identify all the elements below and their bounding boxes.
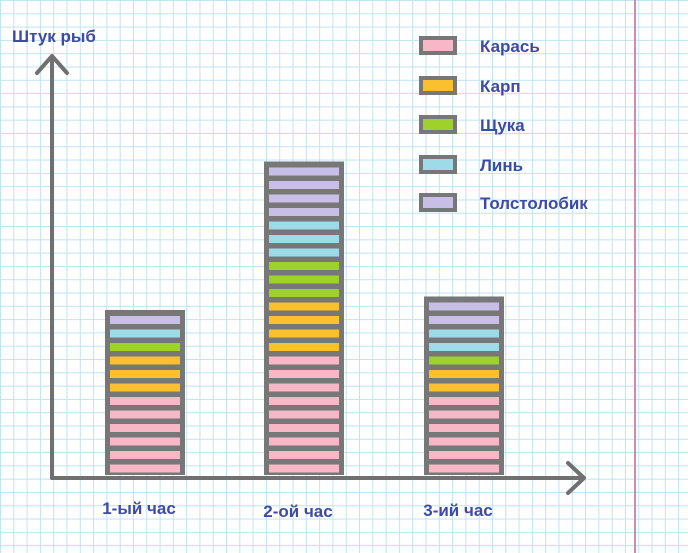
bar-segment-Щука [269, 262, 339, 270]
bar-segment-Карась [110, 424, 180, 432]
bar-segment-Линь [269, 235, 339, 243]
bar-segment-Щука [429, 356, 499, 365]
bar-segment-Карась [269, 437, 339, 446]
bar-segment-Щука [269, 289, 339, 297]
legend-label: Карп [480, 77, 521, 96]
bar-3 [424, 296, 504, 475]
legend-label: Карась [480, 37, 540, 56]
bar-segment-Карась [429, 451, 499, 459]
bar-segment-Карась [429, 464, 499, 473]
bar-segment-Карась [429, 397, 499, 405]
bar-segment-Карп [110, 370, 180, 378]
legend-label: Щука [480, 116, 525, 135]
legend-item: Карп [419, 76, 521, 96]
legend-label: Толстолобик [480, 194, 588, 213]
bar-segment-Карп [269, 302, 339, 311]
bar-segment-Карась [110, 397, 180, 405]
y-axis-label: Штук рыб [12, 27, 96, 46]
bar-segment-Карась [269, 383, 339, 392]
bar-segment-Линь [429, 343, 499, 351]
legend-swatch [419, 193, 457, 212]
bar-segment-Карп [429, 383, 499, 392]
bar-segment-Карась [269, 424, 339, 432]
y-axis-arrow [35, 54, 69, 75]
x-axis-arrow [566, 461, 586, 495]
bar-segment-Щука [269, 275, 339, 284]
bar-segment-Линь [110, 329, 180, 338]
bar-segment-Линь [429, 329, 499, 338]
legend-swatch [419, 36, 457, 55]
bar-segment-Линь [269, 221, 339, 230]
bar-segment-Карп [269, 329, 339, 338]
bar-1 [105, 310, 185, 475]
x-tick-label: 2-ой час [263, 502, 332, 521]
legend-swatch [419, 115, 457, 134]
bar-segment-Толстолобик [269, 194, 339, 203]
bar-segment-Карась [110, 437, 180, 446]
bar-segment-Толстолобик [269, 181, 339, 189]
bar-segment-Толстолобик [429, 316, 499, 324]
bar-segment-Толстолобик [110, 316, 180, 324]
bar-segment-Карась [110, 410, 180, 419]
notebook-margin-line [634, 0, 636, 553]
bar-segment-Карась [269, 464, 339, 473]
legend-item: Линь [419, 155, 523, 175]
legend-item: Толстолобик [419, 193, 588, 213]
bar-segment-Карась [269, 356, 339, 365]
legend-label: Линь [480, 156, 523, 175]
bar-segment-Толстолобик [269, 208, 339, 216]
bar-segment-Карась [269, 397, 339, 405]
bar-segment-Карп [110, 356, 180, 365]
legend-item: Карась [419, 36, 540, 56]
bar-segment-Карась [429, 410, 499, 419]
bar-segment-Карп [110, 383, 180, 392]
bar-segment-Карась [429, 424, 499, 432]
bar-segment-Линь [269, 248, 339, 257]
bar-segment-Толстолобик [269, 167, 339, 176]
bar-segment-Карась [269, 410, 339, 419]
x-tick-label: 1-ый час [102, 499, 176, 518]
legend-item: Щука [419, 115, 525, 135]
legend-swatch [419, 155, 457, 174]
bar-2 [264, 161, 344, 475]
bar-segment-Карась [429, 437, 499, 446]
legend: Карась Карп Щука Линь Толстолобик [419, 36, 588, 213]
bar-segment-Карась [110, 464, 180, 473]
bar-segment-Карп [429, 370, 499, 378]
bar-segment-Щука [110, 343, 180, 351]
bar-segment-Карась [110, 451, 180, 459]
legend-swatch [419, 76, 457, 95]
bar-segment-Карп [269, 343, 339, 351]
bar-segment-Карп [269, 316, 339, 324]
bar-segment-Толстолобик [429, 302, 499, 311]
bar-segment-Карась [269, 370, 339, 378]
x-tick-labels: 1-ый час 2-ой час 3-ий час [102, 499, 493, 521]
bars [105, 161, 504, 475]
bar-segment-Карась [269, 451, 339, 459]
axes [35, 54, 586, 495]
x-tick-label: 3-ий час [423, 501, 493, 520]
